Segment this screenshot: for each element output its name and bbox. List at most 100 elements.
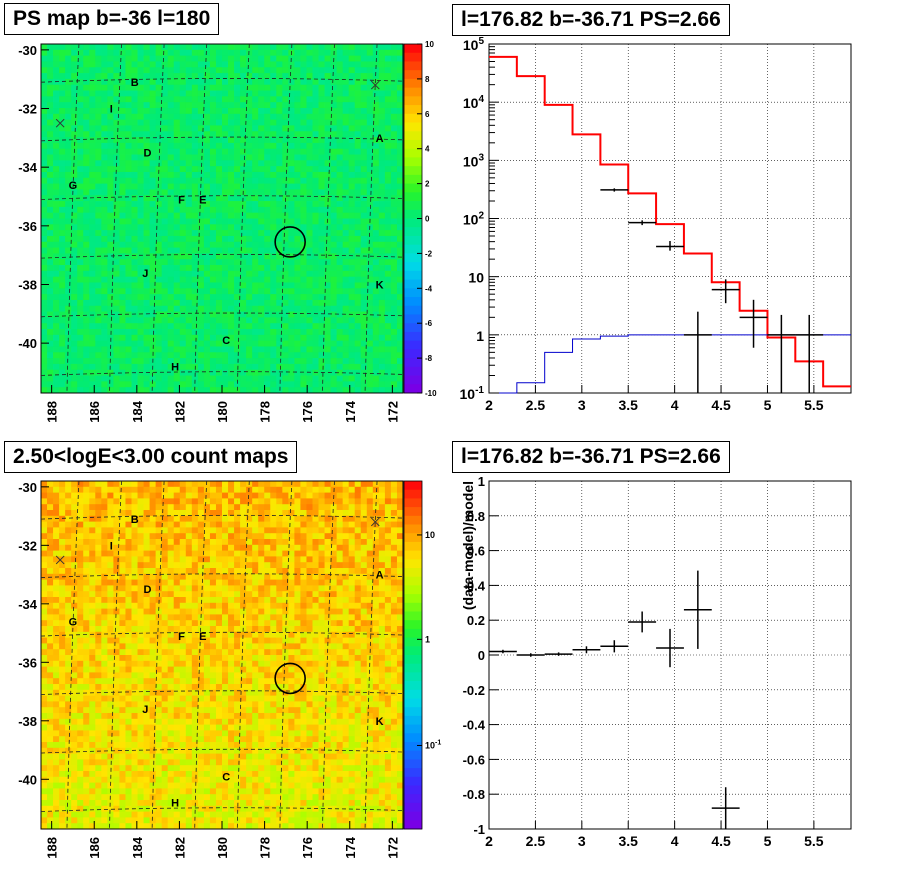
ps-map-y-tick-label: -34 [18,160,38,175]
ps-map-x-tick-label: 182 [172,401,187,423]
ps-map-colorbar-label: 8 [425,75,430,84]
spectrum-x-tick-label: 3 [578,397,586,413]
ps-map-x-tick-label: 186 [87,401,102,423]
count-map-source-label: E [199,631,206,643]
spectrum-y-tick-label: 104 [463,94,485,111]
ps-map-x-tick-label: 176 [300,401,315,423]
panel-title-count-map: 2.50<logE<3.00 count maps [4,441,298,473]
ps-map-colorbar-label: 6 [425,110,430,119]
count-map-x-tick-label: 180 [215,837,230,859]
count-map-x-tick-label: 178 [258,837,273,859]
count-map-colorbar-label: 10-1 [425,739,441,750]
residual-y-tick-label: -1 [473,822,485,837]
panel-title-ps-map: PS map b=-36 l=180 [4,3,220,35]
spectrum-x-tick-label: 4.5 [711,397,731,413]
ps-map-source-label: F [178,194,185,206]
ps-map-source-label: B [131,77,139,89]
spectrum-x-tick-label: 5.5 [804,397,824,413]
ps-map-source-label: H [171,362,179,374]
residual-y-tick-label: -0.6 [463,752,485,767]
spectrum-y-tick-label: 105 [463,36,485,53]
count-map-colorbar-label: 1 [425,634,430,644]
model-step-line [489,55,851,388]
ps-map-y-tick-label: -30 [18,43,37,58]
count-map-x-tick-label: 188 [45,837,60,859]
count-map-y-tick-label: -30 [18,480,37,495]
ps-map-colorbar-label: -10 [425,389,437,398]
ps-map-source-label: J [142,268,148,280]
spectrum-x-tick-label: 4 [671,397,679,413]
residual-x-tick-label: 4 [671,833,679,849]
count-map-source-label: J [142,704,148,716]
count-map-y-tick-label: -32 [18,538,37,553]
ps-map-x-tick-label: 172 [385,401,400,423]
residual-y-tick-label: -0.2 [463,683,485,698]
ps-map-y-tick-label: -40 [18,336,37,351]
count-map-source-label: C [222,771,230,783]
residual-y-tick-label: -0.8 [463,787,485,802]
count-map-y-tick-label: -40 [18,772,37,787]
spectrum-x-tick-label: 3.5 [618,397,638,413]
residual-y-axis-label: (data-model)/model [460,481,476,610]
spectrum-y-tick-label: 10-1 [460,385,485,402]
ps-map-source-label: D [143,148,151,160]
ps-map-colorbar-label: 2 [425,180,430,189]
count-map-x-tick-label: 186 [87,837,102,859]
ps-map-source-circle [274,226,306,258]
ps-map-y-tick-label: -36 [18,219,37,234]
ps-map-source-label: E [199,194,206,206]
ps-map-source-label: A [376,133,384,145]
ps-map-colorbar-label: 0 [425,215,430,224]
spectrum-x-tick-label: 5 [764,397,772,413]
ps-map-colorbar-label: 4 [425,145,430,154]
residual-x-tick-label: 2 [485,833,493,849]
count-map-colorbar-label: 10 [425,530,435,540]
ps-map-colorbar-label: -6 [425,319,433,328]
ps-map-source-label: K [376,279,384,291]
ps-map-colorbar-label: -4 [425,284,433,293]
count-map-colorbar: 10 1 10-1 [403,480,441,830]
count-map-source-label: H [171,798,179,810]
ps-map-x-tick-label: 174 [343,400,358,422]
ps-map-colorbar-label: -8 [425,354,433,363]
count-map-y-tick-label: -36 [18,655,37,670]
count-map-source-label: K [376,716,384,728]
residual-y-tick-label: 1 [478,474,485,489]
ps-map-heatmap [41,44,404,394]
count-map-x-tick-label: 182 [172,837,187,859]
count-map-x-tick-label: 184 [130,836,145,858]
ps-map-cross-marker [370,80,380,90]
spectrum-y-tick-label: 10 [468,270,484,286]
count-map-y-tick-label: -38 [18,714,37,729]
residual-y-tick-label: 0.4 [467,578,486,593]
ps-map-coord-grid [40,43,404,394]
count-map-x-tick-label: 176 [300,837,315,859]
residual-y-tick-label: 0.8 [467,509,485,524]
ps-map-colorbar [403,43,423,394]
count-map-coord-grid [40,480,404,830]
spectrum-y-tick-label: 102 [463,211,485,228]
ps-map-cross-marker [55,118,65,128]
count-map-source-label: F [178,631,185,643]
ps-map-y-tick-label: -38 [18,277,37,292]
ps-map-x-tick-label: 180 [215,401,230,423]
residual-y-tick-label: 0.6 [467,544,485,559]
residual-x-tick-label: 5 [764,833,772,849]
residual-x-tick-label: 4.5 [711,833,731,849]
ps-map-source-label: G [69,180,78,192]
residual-x-tick-label: 5.5 [804,833,824,849]
residual-x-tick-label: 2.5 [526,833,546,849]
count-map-source-circle [274,662,306,695]
ps-map-source-label: C [222,335,230,347]
residual-y-tick-label: 0 [478,648,485,663]
spectrum-y-tick-label: 103 [463,152,485,169]
spectrum-y-tick-label: 1 [476,328,484,344]
count-map-y-tick-label: -34 [18,597,38,612]
ps-map-x-tick-label: 184 [130,400,145,422]
residual-y-tick-label: -0.4 [463,718,486,733]
count-map-source-label: A [376,570,384,582]
residual-x-tick-label: 3.5 [618,833,638,849]
ps-map-colorbar-label: -2 [425,249,433,258]
count-map-source-label: I [110,540,113,552]
